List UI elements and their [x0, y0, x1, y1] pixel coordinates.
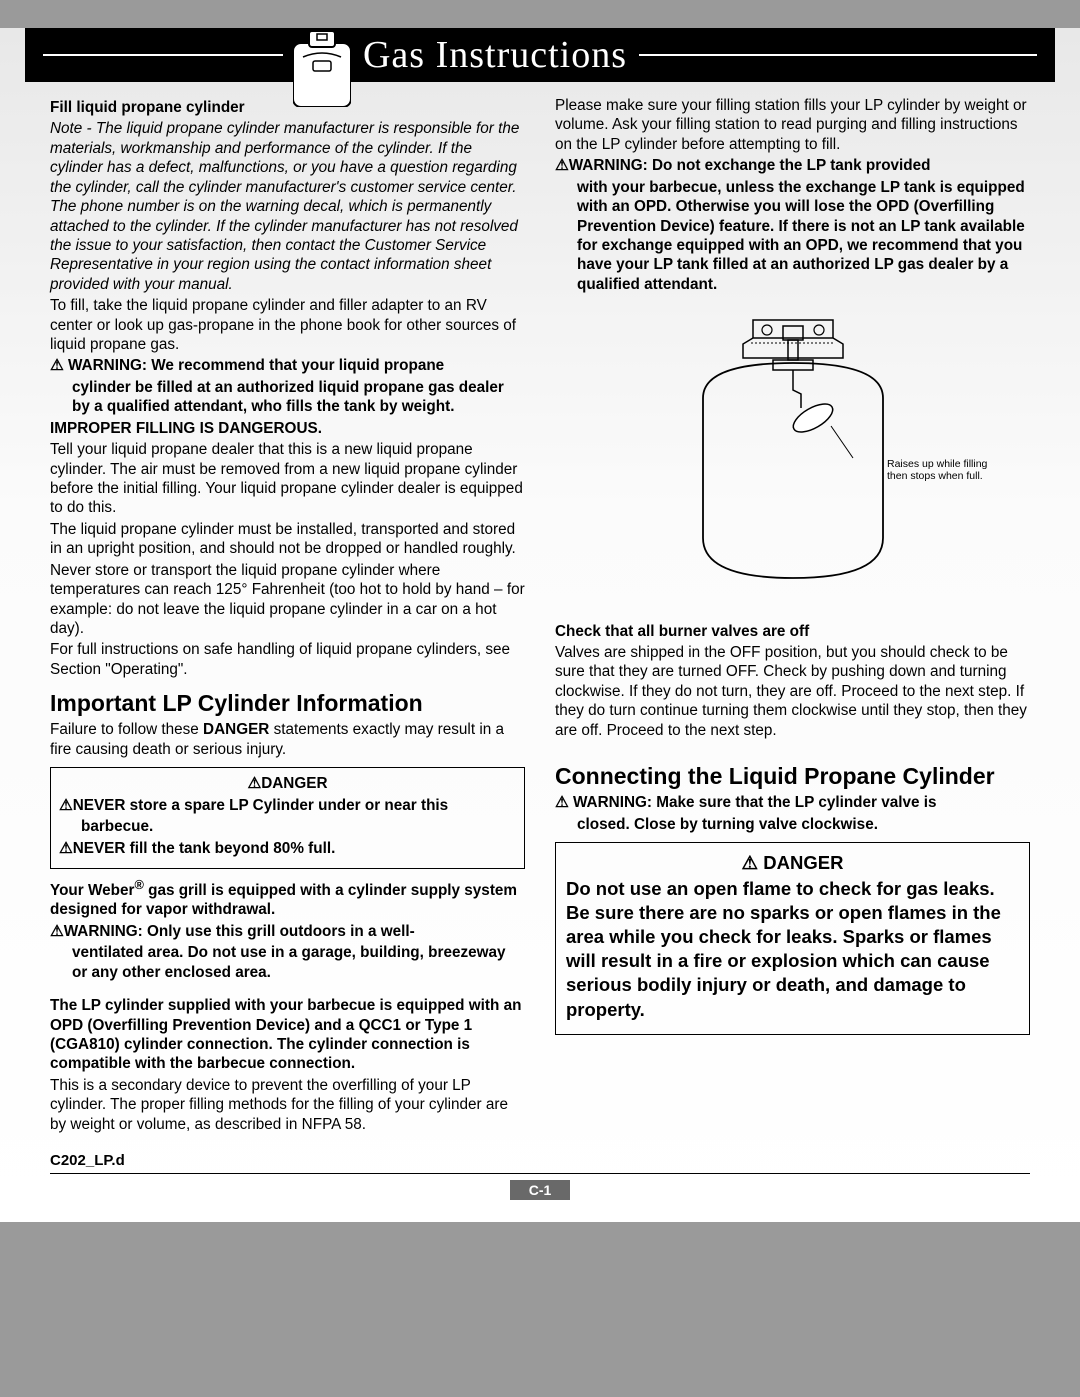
danger-title: ⚠DANGER [59, 774, 516, 793]
right-column: Please make sure your filling station fi… [555, 96, 1030, 1136]
cylinder-diagram: Raises up while filling then stops when … [555, 308, 1030, 593]
content-columns: Fill liquid propane cylinder Note - The … [0, 82, 1080, 1146]
footer: C202_LP.d C-1 [0, 1146, 1080, 1222]
warning-3-rest: with your barbecue, unless the exchange … [555, 178, 1030, 295]
danger-box-large: ⚠ DANGER Do not use an open flame to che… [555, 842, 1030, 1034]
p-supplied: The LP cylinder supplied with your barbe… [50, 996, 525, 1074]
p-valves: Valves are shipped in the OFF position, … [555, 643, 1030, 740]
p-failure-a: Failure to follow these [50, 721, 203, 738]
diagram-caption: Raises up while filling then stops when … [887, 458, 1002, 482]
page: Gas Instructions Fill liquid propane cyl… [0, 28, 1080, 1222]
header-title: Gas Instructions [293, 17, 627, 93]
p-full: For full instructions on safe handling o… [50, 640, 525, 679]
heading-fill: Fill liquid propane cylinder [50, 98, 525, 117]
warning-2-lead: ⚠WARNING: Only use this grill outdoors i… [50, 922, 525, 941]
header-bar: Gas Instructions [25, 28, 1055, 82]
note-text: Note - The liquid propane cylinder manuf… [50, 119, 525, 294]
document-id: C202_LP.d [50, 1146, 1030, 1169]
heading-check: Check that all burner valves are off [555, 622, 1030, 641]
warning-2-rest: ventilated area. Do not use in a garage,… [50, 943, 525, 982]
heading-connect: Connecting the Liquid Propane Cylinder [555, 762, 1030, 791]
propane-tank-icon [293, 31, 351, 107]
warning-1-lead: ⚠ WARNING: We recommend that your liquid… [50, 356, 525, 375]
danger-line-1: ⚠NEVER store a spare LP Cylinder under o… [59, 796, 516, 815]
page-number: C-1 [510, 1180, 570, 1200]
registered-icon: ® [134, 877, 143, 892]
footer-rule [50, 1173, 1030, 1174]
p-tell: Tell your liquid propane dealer that thi… [50, 440, 525, 518]
spacer [50, 984, 525, 994]
warning-4-lead: ⚠ WARNING: Make sure that the LP cylinde… [555, 793, 1030, 812]
warning-1-rest: cylinder be filled at an authorized liqu… [50, 378, 525, 417]
header-rule-right [639, 54, 1037, 56]
danger-line-1b: barbecue. [59, 817, 516, 836]
danger-box-small: ⚠DANGER ⚠NEVER store a spare LP Cylinder… [50, 767, 525, 869]
p-fill: To fill, take the liquid propane cylinde… [50, 296, 525, 354]
danger-big-text: Do not use an open flame to check for ga… [566, 877, 1019, 1021]
left-column: Fill liquid propane cylinder Note - The … [50, 96, 525, 1136]
p-failure: Failure to follow these DANGER statement… [50, 720, 525, 759]
warning-3-lead: ⚠WARNING: Do not exchange the LP tank pr… [555, 156, 1030, 175]
header-rule-left [43, 54, 283, 56]
header-title-text: Gas Instructions [363, 33, 627, 77]
p-weber-a: Your Weber [50, 882, 134, 899]
p-install: The liquid propane cylinder must be inst… [50, 520, 525, 559]
heading-important: Important LP Cylinder Information [50, 689, 525, 718]
p-never: Never store or transport the liquid prop… [50, 561, 525, 639]
warning-4-rest: closed. Close by turning valve clockwise… [555, 815, 1030, 834]
p-secondary: This is a secondary device to prevent th… [50, 1076, 525, 1134]
danger-big-title: ⚠ DANGER [566, 851, 1019, 875]
heading-improper: IMPROPER FILLING IS DANGEROUS. [50, 419, 525, 438]
cylinder-diagram-svg [643, 308, 943, 588]
danger-line-2: ⚠NEVER fill the tank beyond 80% full. [59, 839, 516, 858]
p-please: Please make sure your filling station fi… [555, 96, 1030, 154]
p-failure-b: DANGER [203, 721, 269, 738]
p-weber: Your Weber® gas grill is equipped with a… [50, 877, 525, 920]
